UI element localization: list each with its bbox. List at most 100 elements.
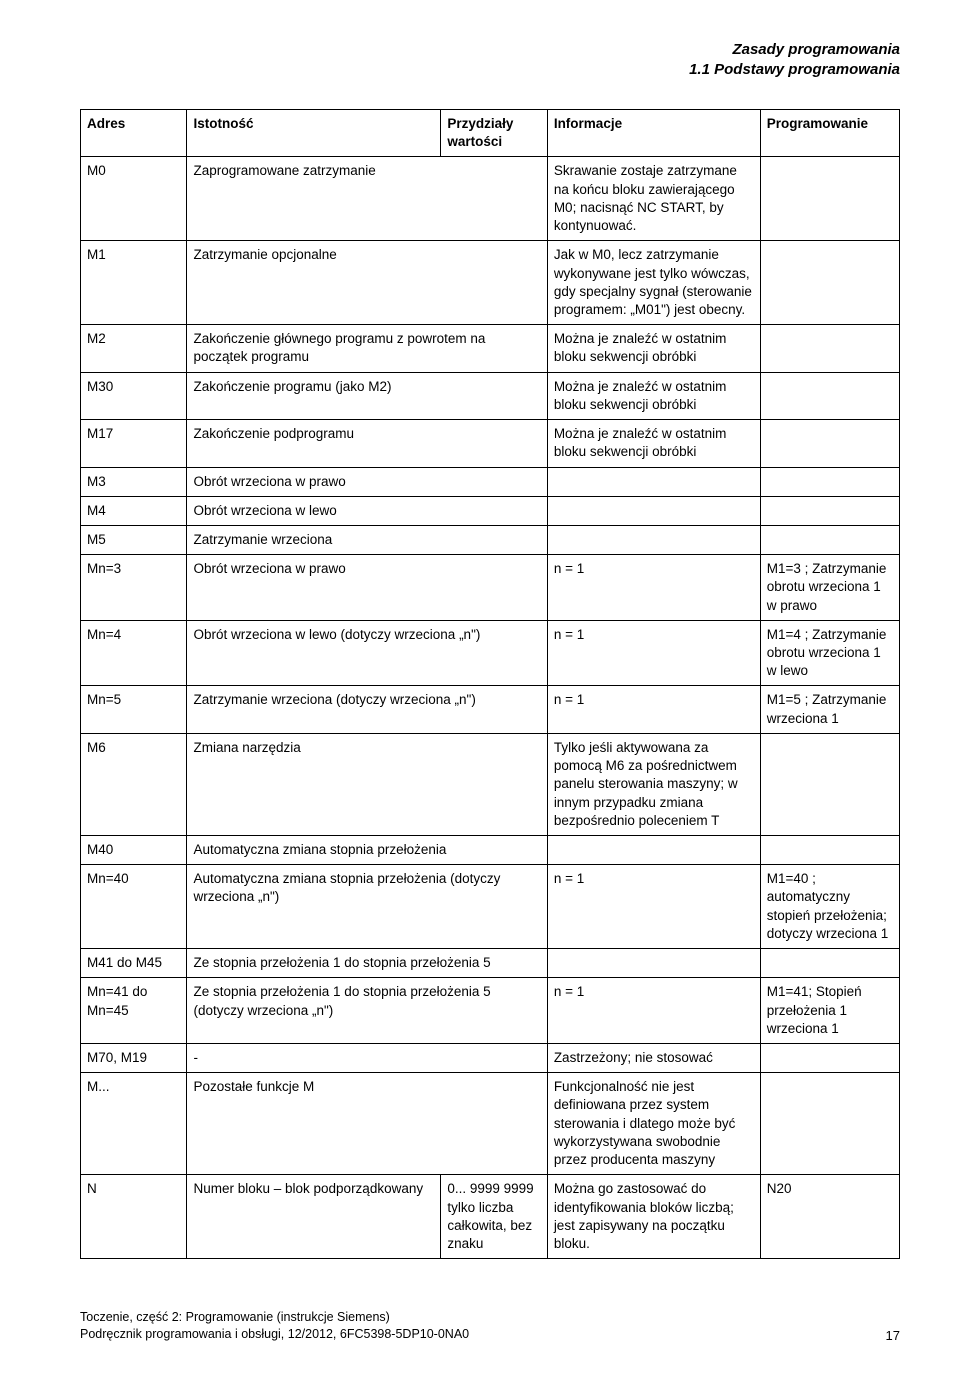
header-line2: 1.1 Podstawy programowania [80, 60, 900, 80]
cell-prog [760, 525, 899, 554]
th-przydzialy: Przydziały wartości [441, 110, 547, 157]
cell-info [547, 836, 760, 865]
cell-adres: M6 [81, 733, 187, 835]
cell-prog [760, 325, 899, 372]
cell-prog [760, 836, 899, 865]
page-container: Zasady programowania 1.1 Podstawy progra… [0, 0, 960, 1373]
table-row: M41 do M45 Ze stopnia przełożenia 1 do s… [81, 949, 900, 978]
cell-info [547, 467, 760, 496]
table-row: M40 Automatyczna zmiana stopnia przełoże… [81, 836, 900, 865]
table-row: M2 Zakończenie głównego programu z powro… [81, 325, 900, 372]
footer-left: Toczenie, część 2: Programowanie (instru… [80, 1309, 469, 1343]
cell-prog: M1=5 ; Zatrzymanie wrzeciona 1 [760, 686, 899, 733]
cell-info: Skrawanie zostaje zatrzymane na końcu bl… [547, 157, 760, 241]
cell-info [547, 496, 760, 525]
header-line1: Zasady programowania [80, 40, 900, 60]
cell-info: Zastrzeżony; nie stosować [547, 1043, 760, 1072]
cell-prog [760, 241, 899, 325]
cell-info: n = 1 [547, 555, 760, 621]
cell-prog: N20 [760, 1175, 899, 1259]
cell-adres: Mn=4 [81, 620, 187, 686]
cell-prog: M1=41; Stopień przełożenia 1 wrzeciona 1 [760, 978, 899, 1044]
cell-prog [760, 496, 899, 525]
cell-adres: M1 [81, 241, 187, 325]
cell-ist: Obrót wrzeciona w lewo (dotyczy wrzecion… [187, 620, 547, 686]
cell-ist: Obrót wrzeciona w lewo [187, 496, 547, 525]
table-row: Mn=41 do Mn=45 Ze stopnia przełożenia 1 … [81, 978, 900, 1044]
cell-info: Można je znaleźć w ostatnim bloku sekwen… [547, 420, 760, 467]
cell-ist: Automatyczna zmiana stopnia przełożenia [187, 836, 547, 865]
table-row: M70, M19 - Zastrzeżony; nie stosować [81, 1043, 900, 1072]
table-row: M... Pozostałe funkcje M Funkcjonalność … [81, 1073, 900, 1175]
cell-ist: Automatyczna zmiana stopnia przełożenia … [187, 865, 547, 949]
cell-info: n = 1 [547, 978, 760, 1044]
cell-ist: Zakończenie podprogramu [187, 420, 547, 467]
cell-ist: Numer bloku – blok podporządkowany [187, 1175, 441, 1259]
cell-info: n = 1 [547, 686, 760, 733]
cell-adres: Mn=40 [81, 865, 187, 949]
table-row: M30 Zakończenie programu (jako M2) Można… [81, 372, 900, 419]
cell-adres: M... [81, 1073, 187, 1175]
cell-ist: Ze stopnia przełożenia 1 do stopnia prze… [187, 978, 547, 1044]
cell-prog: M1=40 ; automatyczny stopień przełożenia… [760, 865, 899, 949]
cell-ist: Zmiana narzędzia [187, 733, 547, 835]
cell-adres: Mn=5 [81, 686, 187, 733]
page-footer: Toczenie, część 2: Programowanie (instru… [80, 1309, 900, 1343]
table-row: M0 Zaprogramowane zatrzymanie Skrawanie … [81, 157, 900, 241]
cell-prog [760, 1073, 899, 1175]
table-row: M5 Zatrzymanie wrzeciona [81, 525, 900, 554]
cell-adres: Mn=41 do Mn=45 [81, 978, 187, 1044]
footer-page-number: 17 [886, 1328, 900, 1343]
cell-adres: N [81, 1175, 187, 1259]
page-header: Zasady programowania 1.1 Podstawy progra… [80, 40, 900, 79]
cell-ist: Zakończenie programu (jako M2) [187, 372, 547, 419]
cell-prog [760, 1043, 899, 1072]
table-row: M6 Zmiana narzędzia Tylko jeśli aktywowa… [81, 733, 900, 835]
cell-info: Jak w M0, lecz zatrzymanie wykonywane je… [547, 241, 760, 325]
table-row: M3 Obrót wrzeciona w prawo [81, 467, 900, 496]
cell-adres: M41 do M45 [81, 949, 187, 978]
cell-info: Tylko jeśli aktywowana za pomocą M6 za p… [547, 733, 760, 835]
cell-prog [760, 467, 899, 496]
cell-info: n = 1 [547, 865, 760, 949]
cell-prog [760, 157, 899, 241]
cell-ist: Pozostałe funkcje M [187, 1073, 547, 1175]
cell-prog [760, 733, 899, 835]
cell-info: Można je znaleźć w ostatnim bloku sekwen… [547, 372, 760, 419]
m-codes-table: Adres Istotność Przydziały wartości Info… [80, 109, 900, 1259]
cell-adres: M5 [81, 525, 187, 554]
cell-prog [760, 420, 899, 467]
th-adres: Adres [81, 110, 187, 157]
table-header-row: Adres Istotność Przydziały wartości Info… [81, 110, 900, 157]
cell-info: Można go zastosować do identyfikowania b… [547, 1175, 760, 1259]
table-row: Mn=5 Zatrzymanie wrzeciona (dotyczy wrze… [81, 686, 900, 733]
th-programowanie: Programowanie [760, 110, 899, 157]
cell-adres: Mn=3 [81, 555, 187, 621]
cell-ist: Zaprogramowane zatrzymanie [187, 157, 547, 241]
cell-prog: M1=4 ; Zatrzymanie obrotu wrzeciona 1 w … [760, 620, 899, 686]
cell-ist: Ze stopnia przełożenia 1 do stopnia prze… [187, 949, 547, 978]
cell-info: n = 1 [547, 620, 760, 686]
table-row: N Numer bloku – blok podporządkowany 0..… [81, 1175, 900, 1259]
cell-ist: Zatrzymanie wrzeciona [187, 525, 547, 554]
cell-prz: 0... 9999 9999 tylko liczba całkowita, b… [441, 1175, 547, 1259]
table-row: Mn=3 Obrót wrzeciona w prawo n = 1 M1=3 … [81, 555, 900, 621]
cell-adres: M0 [81, 157, 187, 241]
table-row: M17 Zakończenie podprogramu Można je zna… [81, 420, 900, 467]
cell-info: Można je znaleźć w ostatnim bloku sekwen… [547, 325, 760, 372]
cell-info: Funkcjonalność nie jest definiowana prze… [547, 1073, 760, 1175]
cell-adres: M70, M19 [81, 1043, 187, 1072]
th-informacje: Informacje [547, 110, 760, 157]
table-row: Mn=4 Obrót wrzeciona w lewo (dotyczy wrz… [81, 620, 900, 686]
cell-prog: M1=3 ; Zatrzymanie obrotu wrzeciona 1 w … [760, 555, 899, 621]
cell-info [547, 525, 760, 554]
cell-ist: Zakończenie głównego programu z powrotem… [187, 325, 547, 372]
cell-adres: M3 [81, 467, 187, 496]
cell-adres: M40 [81, 836, 187, 865]
cell-ist: Obrót wrzeciona w prawo [187, 467, 547, 496]
cell-adres: M4 [81, 496, 187, 525]
cell-adres: M30 [81, 372, 187, 419]
cell-ist: - [187, 1043, 547, 1072]
cell-ist: Obrót wrzeciona w prawo [187, 555, 547, 621]
cell-adres: M17 [81, 420, 187, 467]
